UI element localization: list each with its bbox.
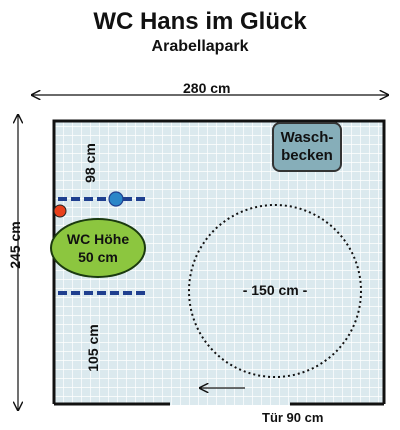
grab-bar-handle: [108, 191, 124, 207]
page-title: WC Hans im Glück: [93, 8, 307, 35]
turning-circle: [188, 204, 362, 378]
turning-circle-label: - 150 cm -: [242, 282, 308, 298]
door-label: Tür 90 cm: [262, 410, 324, 425]
washbasin-label-line1: Wasch-: [280, 129, 334, 146]
wc-label-line1: WC Höhe: [66, 231, 130, 247]
width-label: 280 cm: [183, 80, 231, 96]
upper-distance-label: 98 cm: [82, 143, 98, 183]
room-walls: [52, 119, 386, 406]
depth-label: 245 cm: [7, 221, 23, 269]
flush-button: [53, 204, 67, 218]
page-subtitle: Arabellapark: [151, 38, 249, 55]
wc-toilet: WC Höhe 50 cm: [50, 218, 146, 278]
washbasin: Wasch- becken: [272, 122, 342, 172]
lower-distance-label: 105 cm: [85, 324, 101, 372]
wc-label-line2: 50 cm: [78, 249, 118, 265]
washbasin-label-line2: becken: [281, 147, 333, 164]
